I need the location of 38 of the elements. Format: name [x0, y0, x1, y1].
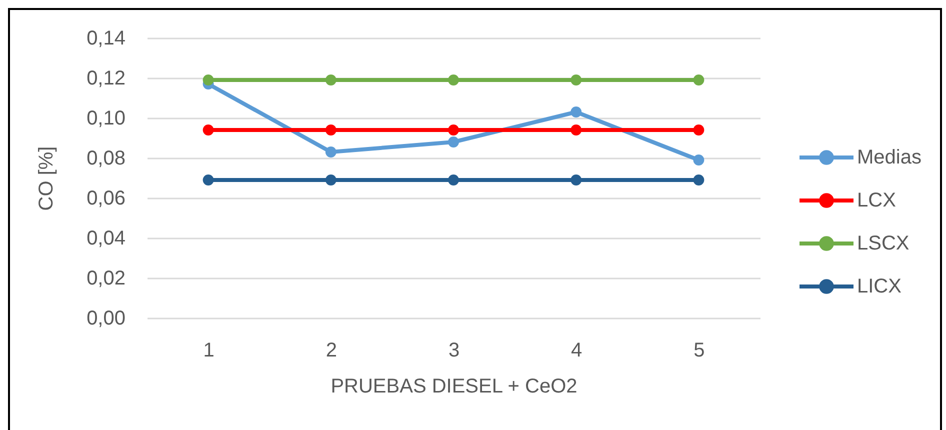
point [693, 154, 704, 166]
legend-label: Medias [857, 146, 922, 168]
point [693, 174, 704, 186]
y-tick-label: 0,04 [86, 228, 126, 250]
point [570, 124, 582, 136]
point [325, 74, 336, 86]
y-tick-label: 0,02 [86, 268, 126, 290]
y-tick-label: 0,06 [86, 188, 126, 210]
point [448, 124, 459, 136]
legend-label: LSCX [857, 232, 910, 254]
point [570, 174, 582, 186]
point [693, 124, 704, 136]
point [202, 174, 214, 186]
y-tick-label: 0,00 [86, 308, 126, 330]
x-tick-label: 3 [448, 340, 460, 362]
legend-label: LICX [857, 276, 902, 298]
point [570, 106, 582, 118]
point [202, 124, 214, 136]
y-tick-label: 0,10 [86, 108, 126, 130]
legend-label: LCX [857, 190, 896, 212]
point [570, 74, 582, 86]
point [325, 124, 336, 136]
x-tick-label: 5 [694, 340, 705, 362]
x-tick-label: 1 [203, 340, 214, 362]
point [202, 74, 214, 86]
x-axis-title: PRUEBAS DIESEL + CeO2 [330, 376, 578, 398]
point [325, 146, 336, 158]
y-tick-label: 0,12 [86, 68, 126, 90]
y-tick-label: 0,14 [86, 28, 126, 50]
y-axis-title: CO [%] [36, 146, 58, 211]
point [448, 136, 459, 148]
point [448, 174, 459, 186]
point [325, 174, 336, 186]
x-tick-label: 4 [571, 340, 582, 362]
point [693, 74, 704, 86]
y-tick-label: 0,08 [86, 148, 126, 170]
x-tick-label: 2 [326, 340, 337, 362]
point [448, 74, 459, 86]
